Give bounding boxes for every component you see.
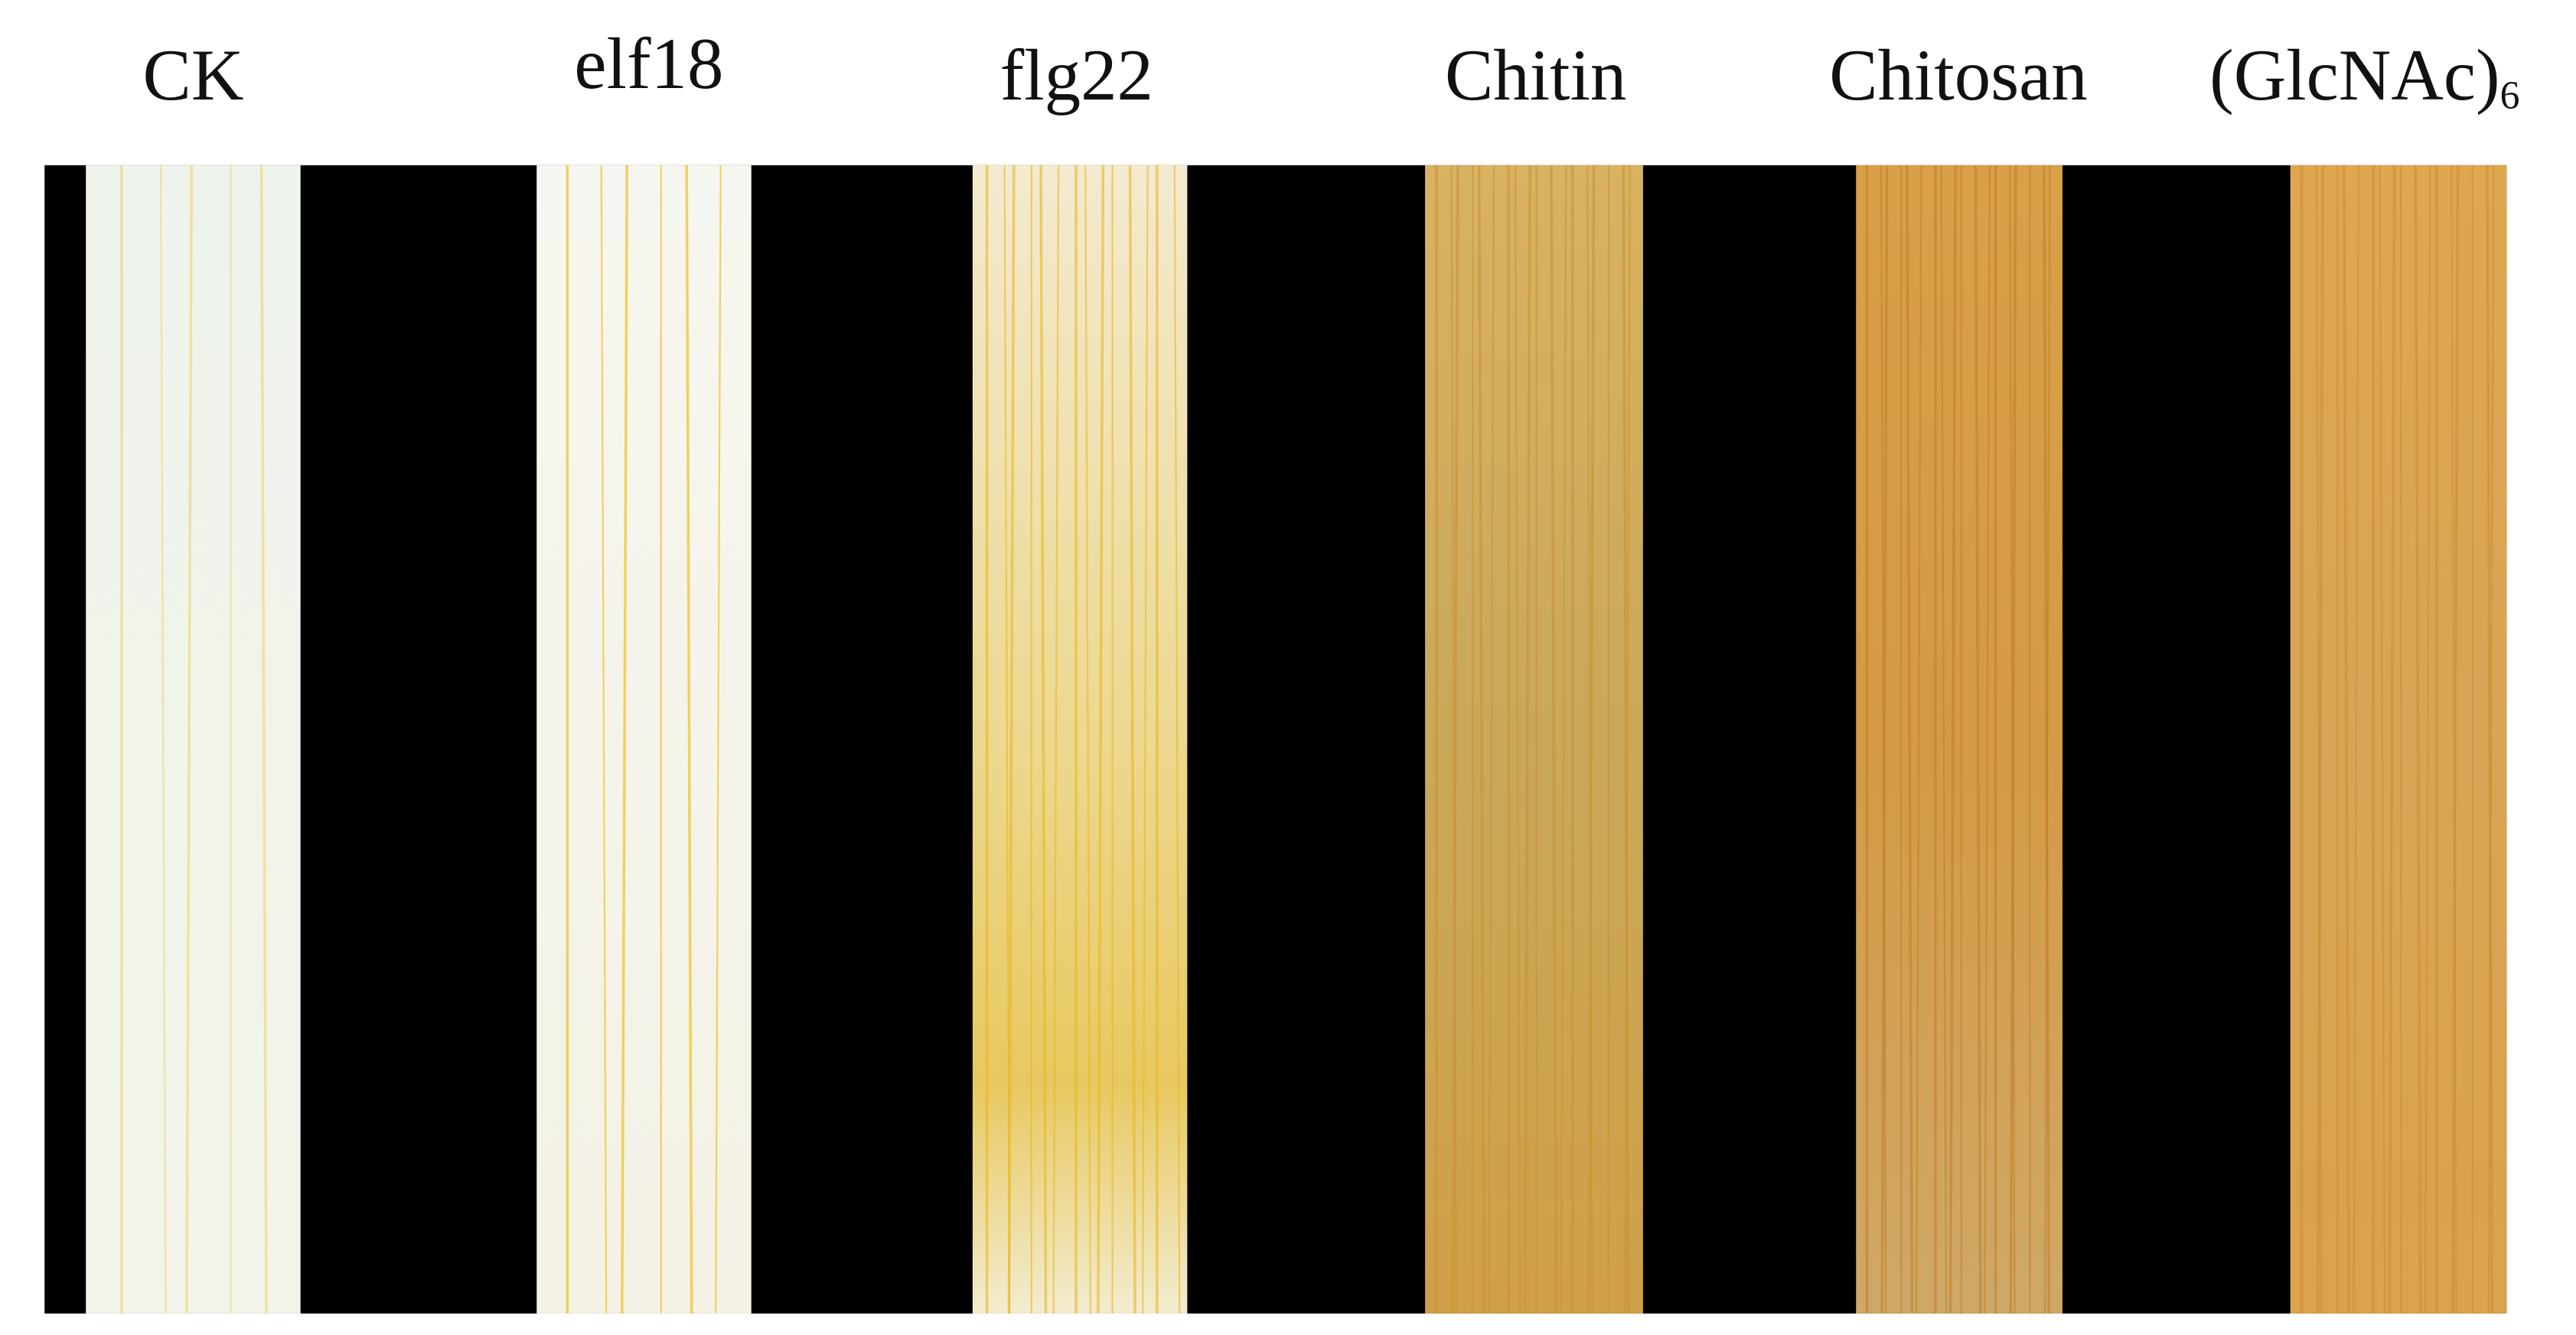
label-text: CK — [143, 34, 244, 116]
leaf-vein — [1007, 165, 1016, 1314]
leaf-vein — [1915, 165, 1922, 1314]
leaf-vein — [1039, 165, 1048, 1314]
leaf-vein — [2450, 165, 2457, 1314]
leaf-vein — [1974, 165, 1982, 1314]
panel-label: elf18 — [574, 23, 723, 104]
leaf-vein — [1514, 165, 1521, 1314]
leaf-vein — [1948, 165, 1957, 1314]
leaf-vein — [600, 165, 608, 1314]
panel-label: Chitosan — [1829, 34, 2088, 116]
leaf-vein — [2451, 165, 2460, 1314]
leaf-strip — [2290, 165, 2507, 1314]
background-band — [44, 165, 2507, 1314]
label-text: (GlcNAc) — [2209, 34, 2500, 116]
panel-label: CK — [143, 34, 244, 116]
leaf-vein — [2424, 165, 2431, 1314]
leaf-vein — [1586, 165, 1593, 1314]
leaf-vein — [2043, 165, 2051, 1314]
leaf-vein — [1550, 165, 1558, 1314]
leaf-vein — [1477, 165, 1485, 1314]
leaf-vein — [1622, 165, 1630, 1314]
leaf-vein — [1451, 165, 1459, 1314]
leaf-vein — [2388, 165, 2396, 1314]
leaf-vein — [1940, 165, 1948, 1314]
panel-label: flg22 — [1000, 34, 1153, 116]
label-text: Chitosan — [1829, 34, 2088, 116]
leaf-vein — [1084, 165, 1091, 1314]
leaf-vein — [2343, 165, 2350, 1314]
leaf-vein — [1523, 165, 1531, 1314]
leaf-strip — [1856, 165, 2062, 1314]
leaf-vein — [1128, 165, 1136, 1314]
label-text: flg22 — [1000, 34, 1153, 116]
leaf-vein — [2487, 165, 2495, 1314]
leaf-vein — [1488, 165, 1495, 1314]
leaf-vein — [2009, 165, 2017, 1314]
leaf-vein — [259, 165, 268, 1314]
label-subscript: 6 — [2500, 73, 2520, 117]
leaf-vein — [1624, 165, 1631, 1314]
leaf-vein — [159, 165, 167, 1314]
leaf-strip — [536, 165, 752, 1314]
leaf-vein — [2379, 165, 2386, 1314]
leaf-vein — [1450, 165, 1457, 1314]
leaf-vein — [1142, 165, 1149, 1314]
leaf-vein — [1052, 165, 1060, 1314]
leaf-strip — [86, 165, 301, 1314]
leaf-vein — [185, 165, 194, 1314]
leaf-vein — [2044, 165, 2051, 1314]
leaf-vein — [1906, 165, 1914, 1314]
leaf-vein — [2353, 165, 2360, 1314]
leaf-vein — [621, 165, 629, 1314]
leaf-vein — [2486, 165, 2494, 1314]
leaf-vein — [715, 165, 722, 1314]
label-text: Chitin — [1445, 34, 1626, 116]
leaf-vein — [1173, 165, 1181, 1314]
leaf-vein — [1587, 165, 1596, 1314]
leaf-vein — [2315, 165, 2323, 1314]
panel-label: (GlcNAc)6 — [2209, 34, 2519, 118]
label-text: elf18 — [574, 23, 723, 104]
leaf-vein — [2414, 165, 2422, 1314]
leaf-vein — [1097, 165, 1105, 1314]
leaf-strip — [1425, 165, 1643, 1314]
leaf-vein — [2316, 165, 2324, 1314]
panel-label: Chitin — [1445, 34, 1626, 116]
leaf-vein — [1984, 165, 1991, 1314]
leaf-vein — [1560, 165, 1567, 1314]
leaf-vein — [1880, 165, 1889, 1314]
leaf-vein — [685, 165, 693, 1314]
